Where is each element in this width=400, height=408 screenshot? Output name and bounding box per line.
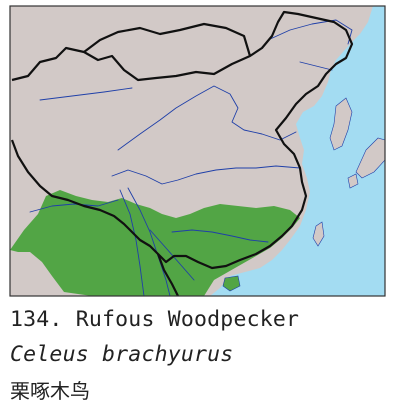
river-yellow [117, 85, 297, 151]
river-brahmaputra [29, 199, 119, 213]
rivers [29, 19, 353, 297]
korean-peninsula [329, 97, 353, 151]
chinese-name: 栗啄木鸟 [10, 379, 90, 403]
borders [10, 10, 354, 297]
species-number-and-name: 134. Rufous Woodpecker [10, 307, 300, 332]
river-salween [119, 189, 145, 297]
indochina-border [156, 253, 179, 297]
scientific-name: Celeus brachyurus [10, 342, 234, 367]
japan-islands [355, 137, 386, 179]
china-border [10, 10, 354, 270]
river-pearl [171, 229, 269, 243]
hainan-island [222, 275, 241, 292]
taiwan-island [312, 221, 325, 247]
species-range [10, 190, 300, 296]
japan-island-small [347, 173, 359, 189]
river-tarim [39, 87, 133, 101]
map-frame [9, 5, 386, 297]
range-map [9, 5, 386, 297]
river-mekong [127, 187, 171, 297]
mongolia-border [83, 22, 252, 57]
river-yangtze [111, 165, 301, 185]
river-amur [267, 19, 353, 45]
river-songhua [299, 61, 333, 71]
